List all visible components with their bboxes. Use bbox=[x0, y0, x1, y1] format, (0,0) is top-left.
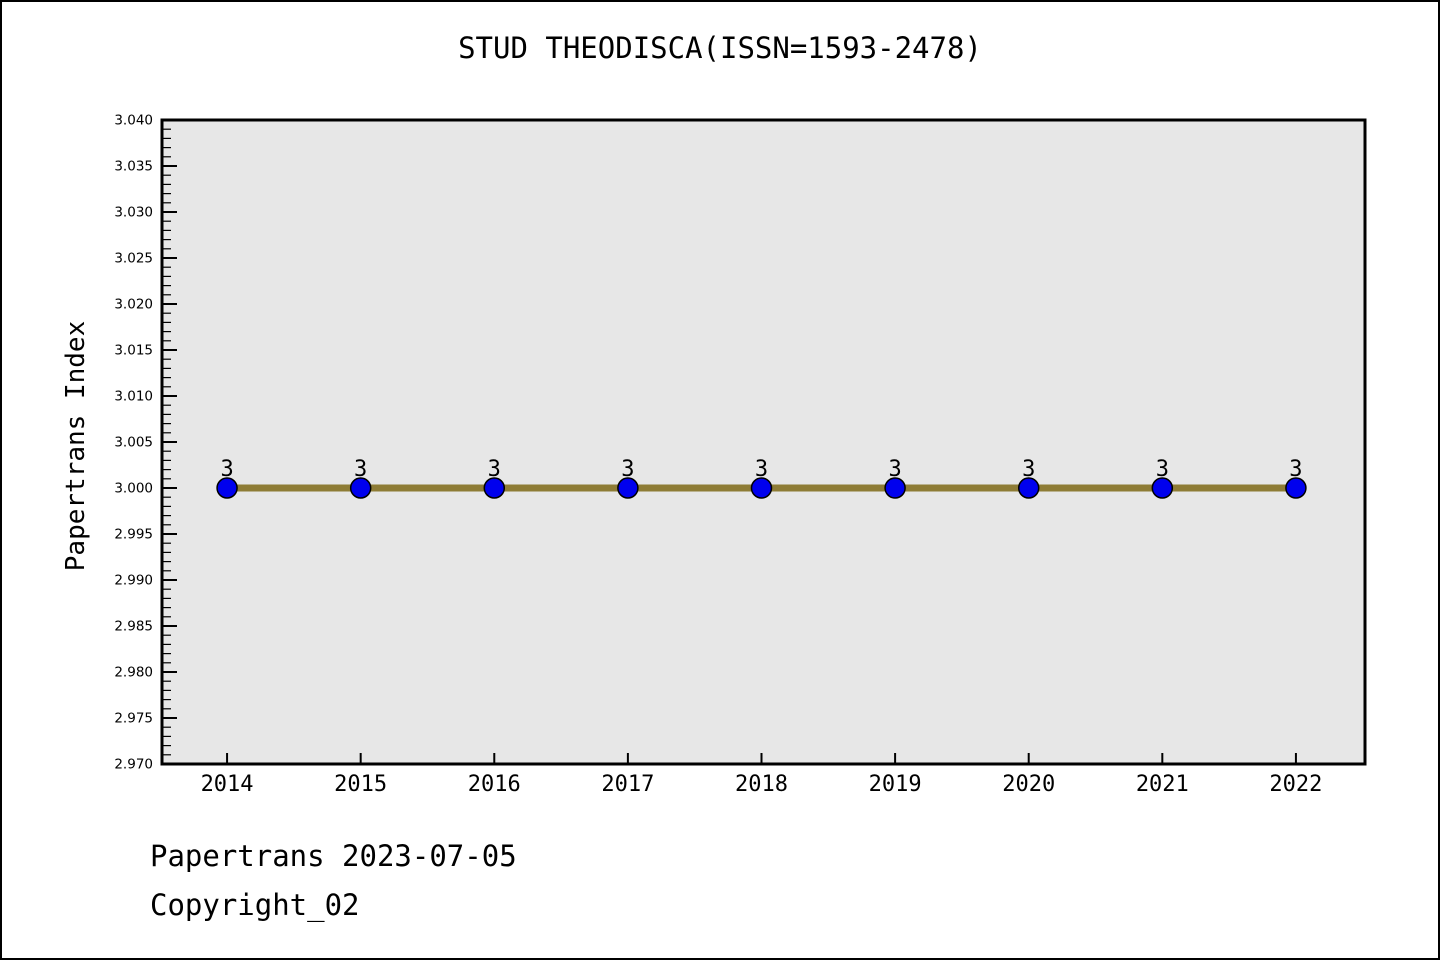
data-point bbox=[483, 477, 506, 499]
x-tick-label: 2016 bbox=[468, 772, 521, 797]
y-tick-label: 3.010 bbox=[114, 389, 153, 405]
y-tick-label: 2.995 bbox=[114, 527, 153, 543]
y-tick-label: 3.000 bbox=[114, 481, 153, 497]
x-tick-label: 2019 bbox=[869, 772, 922, 797]
y-tick-label: 2.985 bbox=[114, 619, 153, 635]
x-tick-label: 2022 bbox=[1269, 772, 1322, 797]
x-tick-label: 2021 bbox=[1136, 772, 1189, 797]
x-tick-label: 2020 bbox=[1002, 772, 1055, 797]
y-tick-label: 3.025 bbox=[114, 251, 153, 267]
y-tick-label: 3.040 bbox=[114, 113, 153, 129]
data-point-label: 3 bbox=[354, 457, 367, 482]
chart-title: STUD THEODISCA(ISSN=1593-2478) bbox=[458, 31, 982, 65]
x-tick-label: 2018 bbox=[735, 772, 788, 797]
footer-date: Papertrans 2023-07-05 bbox=[150, 839, 517, 873]
data-point-label: 3 bbox=[488, 457, 501, 482]
x-tick-label: 2015 bbox=[334, 772, 387, 797]
footer-copyright: Copyright_02 bbox=[150, 888, 360, 922]
data-point-label: 3 bbox=[888, 457, 901, 482]
y-tick-label: 2.990 bbox=[114, 573, 153, 589]
data-point-label: 3 bbox=[220, 457, 233, 482]
y-tick-label: 3.030 bbox=[114, 205, 153, 221]
data-point bbox=[884, 477, 906, 499]
data-point-label: 3 bbox=[1289, 457, 1302, 482]
data-point bbox=[216, 477, 238, 499]
data-point bbox=[1151, 477, 1174, 499]
x-tick-label: 2017 bbox=[601, 772, 654, 797]
data-point-label: 3 bbox=[1022, 457, 1035, 482]
y-tick-label: 2.970 bbox=[114, 757, 153, 773]
data-point-label: 3 bbox=[755, 457, 768, 482]
y-tick-label: 3.020 bbox=[114, 297, 153, 313]
y-tick-label: 2.975 bbox=[114, 711, 153, 727]
data-point bbox=[1017, 477, 1040, 499]
data-point bbox=[1285, 477, 1307, 499]
data-point bbox=[750, 477, 773, 499]
data-point bbox=[349, 477, 372, 499]
y-tick-label: 3.035 bbox=[114, 159, 153, 175]
x-tick-label: 2014 bbox=[201, 772, 254, 797]
data-point bbox=[617, 477, 639, 499]
y-tick-label: 3.015 bbox=[114, 343, 153, 359]
y-tick-label: 2.980 bbox=[114, 665, 153, 681]
data-point-label: 3 bbox=[621, 457, 634, 482]
data-point-label: 3 bbox=[1156, 457, 1169, 482]
plot-background bbox=[160, 118, 1367, 766]
y-tick-label: 3.005 bbox=[114, 435, 153, 451]
